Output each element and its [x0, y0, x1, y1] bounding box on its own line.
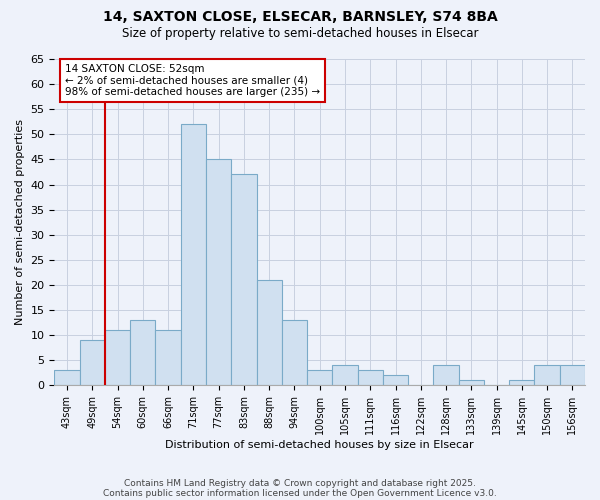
Bar: [383, 376, 408, 386]
Bar: [155, 330, 181, 386]
Bar: [307, 370, 332, 386]
Text: 14 SAXTON CLOSE: 52sqm
← 2% of semi-detached houses are smaller (4)
98% of semi-: 14 SAXTON CLOSE: 52sqm ← 2% of semi-deta…: [65, 64, 320, 97]
Bar: [560, 366, 585, 386]
Bar: [55, 370, 80, 386]
Bar: [105, 330, 130, 386]
Bar: [458, 380, 484, 386]
X-axis label: Distribution of semi-detached houses by size in Elsecar: Distribution of semi-detached houses by …: [166, 440, 474, 450]
Bar: [80, 340, 105, 386]
Bar: [257, 280, 282, 386]
Text: Contains public sector information licensed under the Open Government Licence v3: Contains public sector information licen…: [103, 488, 497, 498]
Y-axis label: Number of semi-detached properties: Number of semi-detached properties: [15, 119, 25, 325]
Bar: [181, 124, 206, 386]
Text: 14, SAXTON CLOSE, ELSECAR, BARNSLEY, S74 8BA: 14, SAXTON CLOSE, ELSECAR, BARNSLEY, S74…: [103, 10, 497, 24]
Bar: [231, 174, 257, 386]
Text: Contains HM Land Registry data © Crown copyright and database right 2025.: Contains HM Land Registry data © Crown c…: [124, 478, 476, 488]
Bar: [535, 366, 560, 386]
Text: Size of property relative to semi-detached houses in Elsecar: Size of property relative to semi-detach…: [122, 28, 478, 40]
Bar: [509, 380, 535, 386]
Bar: [332, 366, 358, 386]
Bar: [358, 370, 383, 386]
Bar: [130, 320, 155, 386]
Bar: [433, 366, 458, 386]
Bar: [206, 160, 231, 386]
Bar: [282, 320, 307, 386]
